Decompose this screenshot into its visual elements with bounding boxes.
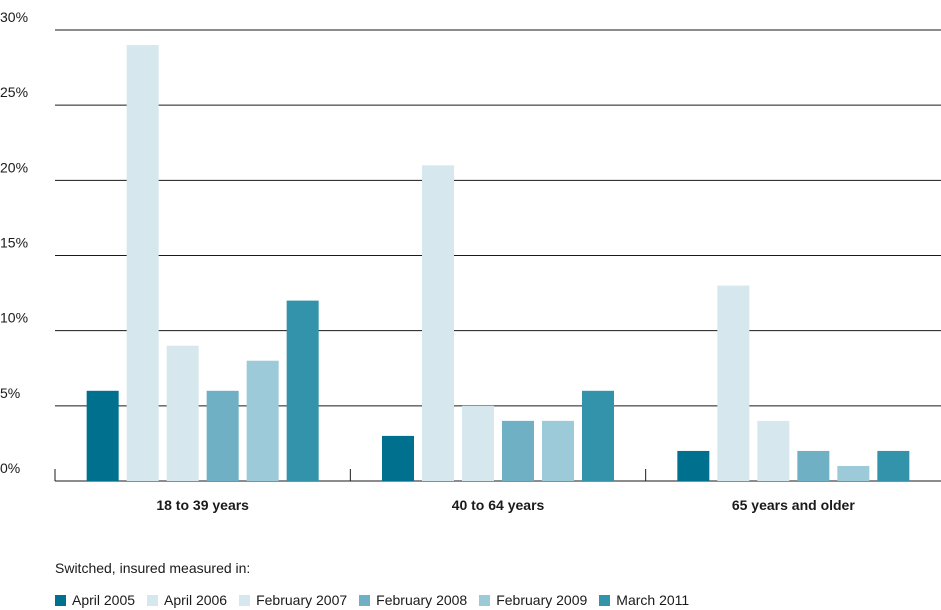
bar: [246, 360, 279, 481]
y-axis-tick-labels: 0% 5% 10% 15% 20% 25% 30%: [0, 9, 28, 476]
legend-label: February 2009: [496, 592, 588, 608]
bar: [86, 390, 119, 481]
legend-item: February 2008: [359, 592, 467, 608]
x-axis-category-labels: 18 to 39 years 40 to 64 years 65 years and…: [156, 497, 855, 513]
legend-item: April 2006: [147, 592, 227, 608]
x-category-label: 65 years and older: [732, 497, 856, 513]
legend-item: February 2009: [479, 592, 587, 608]
legend-label: February 2007: [256, 592, 348, 608]
bar: [206, 390, 239, 481]
bar: [502, 420, 534, 481]
legend-swatch: [239, 594, 251, 606]
y-tick-label: 15%: [0, 235, 28, 251]
legend-item: March 2011: [599, 592, 689, 608]
y-tick-label: 20%: [0, 159, 28, 175]
bar: [382, 435, 414, 481]
bar: [166, 345, 199, 481]
y-tick-label: 5%: [0, 385, 20, 401]
bar: [422, 165, 454, 482]
bar: [582, 390, 614, 481]
bar-chart: 0% 5% 10% 15% 20% 25% 30% 18 to 39 years 40 to …: [0, 9, 941, 513]
legend-label: April 2006: [164, 592, 228, 608]
y-tick-label: 30%: [0, 9, 28, 25]
y-tick-label: 10%: [0, 310, 28, 326]
y-tick-label: 0%: [0, 460, 20, 476]
bar: [837, 465, 870, 481]
x-category-label: 18 to 39 years: [156, 497, 249, 513]
legend-swatch: [599, 594, 611, 606]
bar: [877, 450, 910, 481]
bar: [677, 450, 710, 481]
legend-title: Switched, insured measured in:: [55, 560, 251, 576]
legend-swatch: [359, 594, 371, 606]
legend-label: April 2005: [72, 592, 136, 608]
bar: [286, 300, 319, 481]
bar: [717, 285, 750, 481]
legend-label: March 2011: [616, 592, 690, 608]
bars: [86, 45, 910, 482]
bar: [462, 405, 494, 481]
legend-item: February 2007: [239, 592, 347, 608]
legend-swatch: [55, 594, 66, 606]
legend: April 2005 April 2006 February 2007 Februar…: [55, 592, 701, 608]
bar: [542, 420, 574, 481]
legend-swatch: [147, 594, 159, 606]
legend-item: April 2005: [55, 592, 135, 608]
legend-swatch: [479, 594, 491, 606]
gridlines: [54, 29, 941, 482]
y-tick-label: 25%: [0, 84, 28, 100]
bar: [757, 420, 790, 481]
bar: [126, 45, 159, 482]
legend-label: February 2008: [376, 592, 468, 608]
x-category-label: 40 to 64 years: [452, 497, 545, 513]
bar: [797, 450, 830, 481]
